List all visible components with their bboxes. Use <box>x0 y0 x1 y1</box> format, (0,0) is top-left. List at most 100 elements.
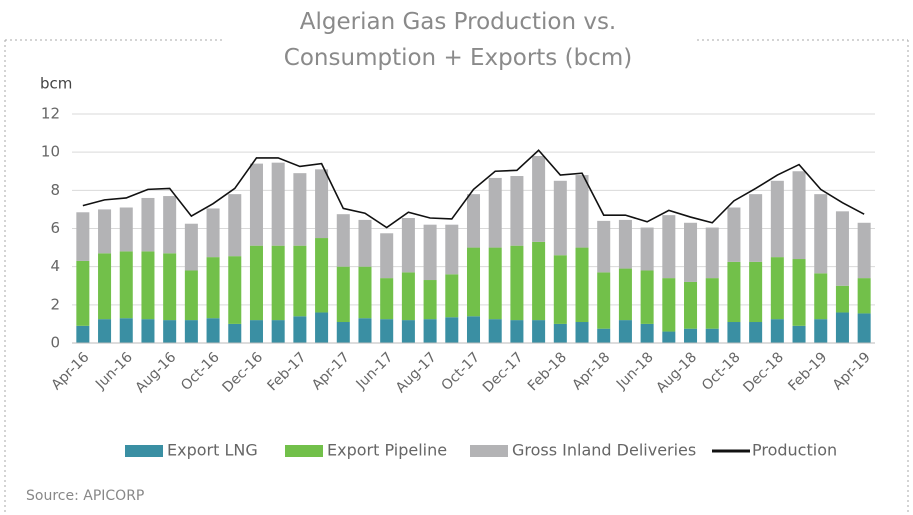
frame <box>4 39 909 515</box>
bar-segment <box>336 214 350 267</box>
bar-segment <box>249 245 263 321</box>
bar-segment <box>98 319 112 343</box>
bar-segment <box>814 273 828 320</box>
x-tick-label: Aug-16 <box>133 349 180 396</box>
bar-segment <box>684 328 698 343</box>
bar-segment <box>488 177 502 248</box>
source: Source: APICORP <box>26 488 144 504</box>
bar-segment <box>141 251 155 320</box>
bar-segment <box>705 328 719 343</box>
bar-segment <box>792 325 806 343</box>
x-tick-label: Apr-19 <box>830 349 874 393</box>
legend-label: Gross Inland Deliveries <box>512 441 696 460</box>
bar-segment <box>228 256 242 324</box>
bar-segment <box>466 247 481 317</box>
bar-segment <box>553 323 567 343</box>
bar-segment <box>271 162 285 246</box>
bar-segment <box>835 285 849 313</box>
bar-segment <box>184 223 198 271</box>
bar-segment <box>315 312 329 343</box>
bar-segment <box>163 253 177 321</box>
y-tick-label: 12 <box>41 105 60 123</box>
bar-segment <box>271 320 285 343</box>
x-tick-label: Oct-18 <box>699 349 744 394</box>
x-tick-label: Feb-18 <box>525 349 570 394</box>
x-tick-label: Dec-16 <box>219 349 266 396</box>
x-tick-label: Feb-19 <box>785 349 830 394</box>
bar-segment <box>749 261 763 323</box>
bar-segment <box>662 278 676 332</box>
bar-segment <box>770 319 784 343</box>
bar-segment <box>857 313 871 343</box>
bar-segment <box>640 270 654 324</box>
bar-segment <box>358 219 372 267</box>
bar-segment <box>684 281 698 329</box>
bar-segment <box>770 257 784 320</box>
bar-segment <box>98 253 112 320</box>
x-tick-label: Dec-17 <box>480 349 527 396</box>
legend-label: Export LNG <box>167 441 258 460</box>
legend-swatch <box>125 445 163 457</box>
bar-segment <box>163 320 177 343</box>
bar-segment <box>532 241 546 321</box>
bar-segment <box>532 320 546 343</box>
bar-segment <box>336 322 350 343</box>
bar-segment <box>792 259 806 326</box>
bar-segment <box>510 320 524 343</box>
bar-segment <box>184 270 198 321</box>
bar-segment <box>401 218 415 273</box>
x-tick-label: Apr-17 <box>309 349 353 393</box>
bar-segment <box>206 208 220 258</box>
bar-segment <box>315 238 329 313</box>
bar-segment <box>835 211 849 286</box>
y-tick-label: 8 <box>50 181 60 199</box>
y-tick-label: 6 <box>50 219 60 237</box>
bar-segment <box>141 197 155 252</box>
bar-segment <box>206 318 220 343</box>
bar-segment <box>358 266 372 319</box>
y-axis-label: bcm <box>40 75 72 93</box>
bar-segment <box>423 280 437 320</box>
chart-title: Algerian Gas Production vs. Consumption … <box>283 9 633 71</box>
bar-segment <box>835 312 849 343</box>
y-tick-label: 10 <box>41 143 60 161</box>
bar-segment <box>184 320 198 343</box>
bar-segment <box>293 245 307 317</box>
bar-segment <box>488 247 502 320</box>
x-tick-label: Oct-17 <box>439 349 484 394</box>
bar-segment <box>727 261 741 323</box>
x-tick-label: Apr-18 <box>569 349 613 393</box>
legend-swatch <box>470 445 508 457</box>
bar-segment <box>76 260 90 326</box>
bar-segment <box>119 318 133 343</box>
bar-segment <box>510 176 524 246</box>
bar-segment <box>401 272 415 321</box>
bar-segment <box>575 175 589 248</box>
bar-segment <box>76 325 90 343</box>
bar-segment <box>749 194 763 262</box>
bar-segment <box>228 194 242 257</box>
bar-segment <box>857 222 871 279</box>
bar-segment <box>749 322 763 343</box>
bar-segment <box>770 180 784 258</box>
legend-label: Export Pipeline <box>327 441 447 460</box>
bar-segment <box>640 227 654 271</box>
bar-segment <box>293 316 307 343</box>
bar-segment <box>618 320 632 343</box>
bar-segment <box>532 155 546 242</box>
bar-segment <box>727 322 741 343</box>
x-tick-label: Aug-18 <box>653 349 700 396</box>
bar-segment <box>445 317 459 343</box>
bar-segment <box>618 219 632 269</box>
bar-segment <box>206 257 220 319</box>
bar-segment <box>705 227 719 279</box>
bar-segment <box>445 274 459 318</box>
x-tick-label: Dec-18 <box>740 349 787 396</box>
bar-segment <box>618 268 632 321</box>
bar-segment <box>662 331 676 343</box>
bar-segment <box>249 320 263 343</box>
legend-label: Production <box>752 441 837 460</box>
y-tick-label: 0 <box>50 334 60 352</box>
x-tick-label: Jun-18 <box>613 349 657 393</box>
bar-segment <box>727 207 741 262</box>
